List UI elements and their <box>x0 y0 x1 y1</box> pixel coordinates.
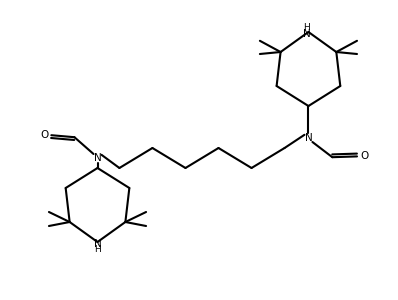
Text: N: N <box>94 153 101 163</box>
Text: N: N <box>302 29 310 39</box>
Text: H: H <box>303 23 310 32</box>
Text: N: N <box>94 239 101 249</box>
Text: N: N <box>304 133 312 143</box>
Text: O: O <box>40 130 48 140</box>
Text: O: O <box>360 152 368 161</box>
Text: H: H <box>94 245 101 254</box>
